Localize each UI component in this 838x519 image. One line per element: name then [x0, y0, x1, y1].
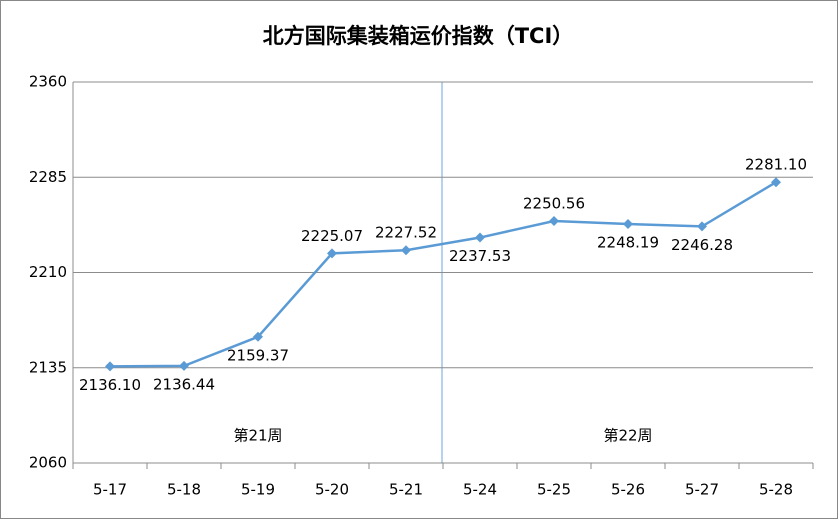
series-line	[109, 181, 777, 368]
point-marker	[475, 232, 485, 243]
point-marker	[549, 215, 559, 226]
y-tick-label: 2060	[29, 454, 67, 472]
week-label: 第21周	[233, 427, 282, 445]
data-label: 2246.28	[671, 236, 733, 254]
x-tick-label: 5-28	[759, 481, 793, 499]
data-label: 2159.37	[227, 346, 289, 364]
x-tick-label: 5-19	[241, 481, 275, 499]
x-tick-label: 5-18	[167, 481, 201, 499]
x-tick-label: 5-25	[537, 481, 571, 499]
x-tick-label: 5-27	[685, 481, 719, 499]
data-label: 2136.10	[79, 376, 141, 394]
point-marker	[771, 177, 781, 188]
data-label: 2237.53	[449, 247, 511, 265]
week-label: 第22周	[603, 427, 652, 445]
point-marker	[327, 248, 337, 259]
data-label: 2250.56	[523, 194, 585, 212]
chart-title: 北方国际集装箱运价指数（TCI）	[263, 24, 574, 48]
x-tick-label: 5-21	[389, 481, 423, 499]
x-tick-label: 5-20	[315, 481, 349, 499]
data-label: 2225.07	[301, 227, 363, 245]
point-marker	[179, 360, 189, 371]
y-tick-label: 2285	[29, 168, 67, 186]
data-label: 2248.19	[597, 233, 659, 251]
point-marker	[105, 361, 115, 372]
y-tick-label: 2135	[29, 358, 67, 376]
x-tick-label: 5-24	[463, 481, 497, 499]
point-marker	[253, 331, 263, 342]
point-marker	[623, 218, 633, 229]
y-tick-label: 2360	[29, 73, 67, 91]
data-label: 2136.44	[153, 375, 215, 393]
y-tick-label: 2210	[29, 263, 67, 281]
point-marker	[401, 245, 411, 256]
point-marker	[697, 221, 707, 232]
data-label: 2281.10	[745, 156, 807, 174]
data-label: 2227.52	[375, 224, 437, 242]
x-tick-label: 5-17	[93, 481, 127, 499]
x-tick-label: 5-26	[611, 481, 645, 499]
